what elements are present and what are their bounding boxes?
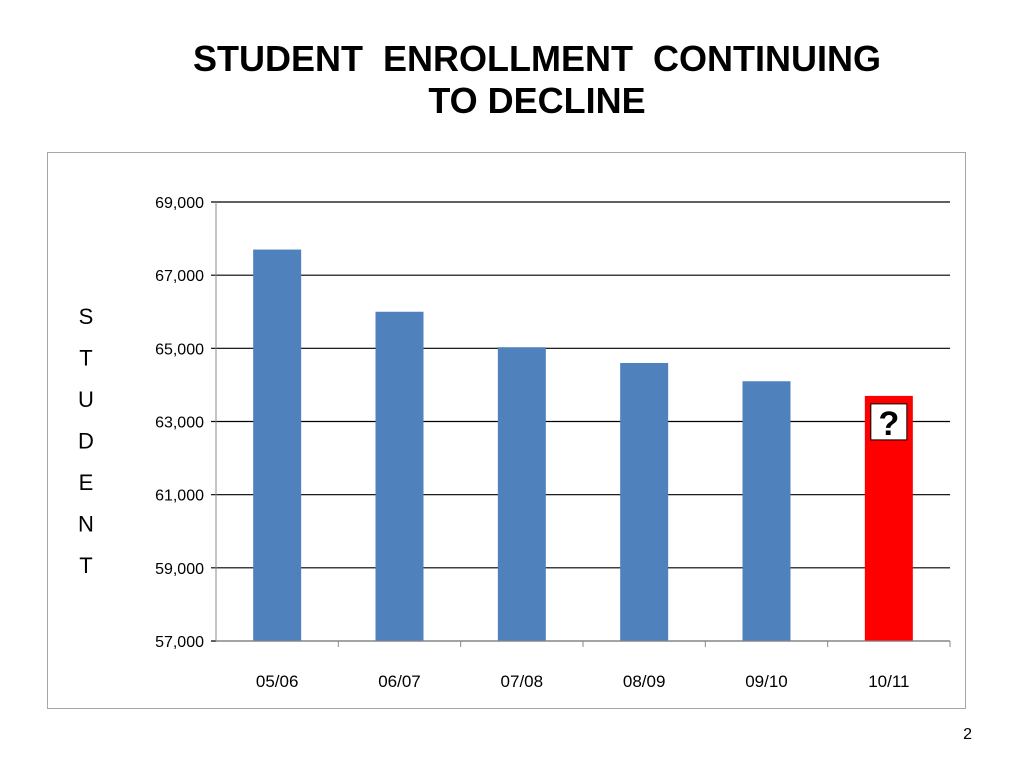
bar: [497, 347, 546, 641]
y-axis-title-letter: E: [79, 470, 94, 495]
bar: [620, 362, 669, 641]
y-tick-label: 61,000: [155, 488, 204, 505]
x-tick-label: 08/09: [623, 672, 666, 691]
slide-title-line-2: TO DECLINE: [428, 80, 646, 121]
y-axis-title-letter: N: [78, 512, 94, 537]
x-tick-label: 05/06: [256, 672, 299, 691]
y-axis-title-letter: T: [79, 346, 92, 371]
x-tick-label: 09/10: [745, 672, 788, 691]
y-axis-title-letter: U: [78, 387, 94, 412]
x-tick-label: 06/07: [378, 672, 421, 691]
y-axis-title-letter: S: [79, 304, 94, 329]
y-tick-label: 67,000: [155, 268, 204, 285]
bar: [375, 311, 424, 641]
x-tick-label: 07/08: [501, 672, 544, 691]
y-tick-label: 57,000: [155, 634, 204, 651]
y-tick-label: 65,000: [155, 341, 204, 358]
page-number: 2: [963, 726, 972, 743]
y-tick-label: 63,000: [155, 415, 204, 432]
chart-area: 57,000 59,000 61,000 63,000 65,000 67,000 69,0…: [47, 152, 966, 709]
x-tick-label: 10/11: [868, 672, 909, 691]
y-tick-label: 69,000: [155, 195, 204, 212]
slide-title-line-1: STUDENT ENROLLMENT CONTINUING: [193, 38, 881, 79]
question-mark-icon: [870, 403, 908, 441]
question-mark-glyph: ?: [878, 405, 899, 443]
y-axis-title-letter: D: [78, 429, 94, 454]
slide-title: STUDENT ENROLLMENT CONTINUING TO DECLINE: [0, 38, 1024, 122]
y-axis-title-letter: T: [79, 553, 92, 578]
enrollment-bar-chart: 57,000 59,000 61,000 63,000 65,000 67,000 69,0…: [78, 195, 951, 691]
bar: [742, 381, 791, 641]
y-tick-label: 59,000: [155, 561, 204, 578]
bar: [253, 249, 302, 641]
